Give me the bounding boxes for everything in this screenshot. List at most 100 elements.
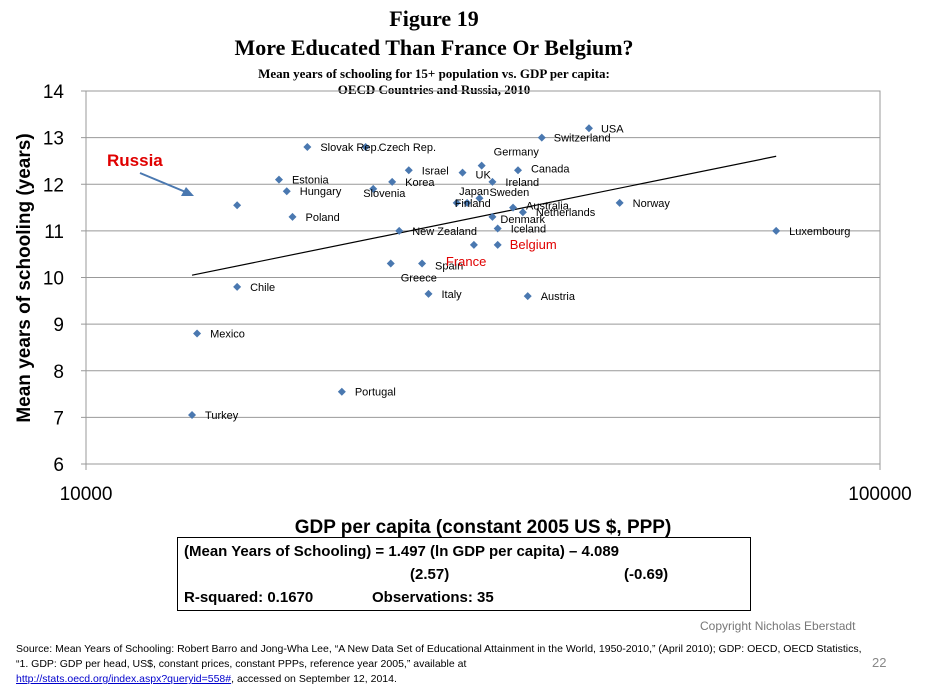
regression-se-intercept: (-0.69) bbox=[624, 566, 669, 583]
point-label: Ireland bbox=[505, 177, 539, 189]
figure-subtitle-line-1: Mean years of schooling for 15+ populati… bbox=[258, 66, 610, 81]
copyright: Copyright Nicholas Eberstadt bbox=[700, 619, 856, 633]
regression-box: (Mean Years of Schooling) = 1.497 (ln GD… bbox=[177, 537, 751, 611]
scatter-chart: 6 7 8 9 10 11 12 13 14 10000 100000 USASwitzerland… bbox=[14, 82, 912, 538]
x-tick-label: 100000 bbox=[848, 484, 911, 505]
data-point-norway bbox=[615, 198, 624, 207]
data-point-slovak-rep- bbox=[303, 142, 312, 151]
point-label: UK bbox=[476, 170, 492, 182]
data-point-luxembourg bbox=[772, 226, 781, 235]
belgium-annotation: Belgium bbox=[510, 237, 557, 252]
grid-lines bbox=[86, 90, 880, 465]
source-tail: , accessed on September 12, 2014. bbox=[231, 673, 397, 685]
point-label: Denmark bbox=[500, 214, 545, 226]
point-label: Poland bbox=[305, 212, 339, 224]
y-tick-label: 13 bbox=[43, 129, 64, 150]
data-point-new-zealand bbox=[395, 226, 404, 235]
source-text: Source: Mean Years of Schooling: Robert … bbox=[16, 643, 862, 670]
point-label: Finland bbox=[455, 198, 491, 210]
y-tick-label: 6 bbox=[53, 455, 64, 476]
data-point-finland bbox=[452, 198, 461, 207]
data-point-switzerland bbox=[537, 133, 546, 142]
data-point-belgium bbox=[493, 240, 502, 249]
trend-line bbox=[191, 155, 777, 276]
data-point-australia bbox=[509, 203, 518, 212]
data-point-austria bbox=[523, 292, 532, 301]
russia-arrow-head bbox=[181, 187, 194, 196]
data-point-netherlands bbox=[518, 208, 527, 217]
data-point-canada bbox=[513, 166, 522, 175]
data-point-sweden bbox=[475, 194, 484, 203]
figure-subtitle: Mean years of schooling for 15+ populati… bbox=[0, 66, 868, 98]
data-point-chile bbox=[233, 282, 242, 291]
point-label: Israel bbox=[422, 165, 449, 177]
data-point-hungary bbox=[282, 187, 291, 196]
data-point-russia bbox=[233, 201, 242, 210]
point-label: Greece bbox=[401, 273, 437, 285]
y-tick-label: 7 bbox=[53, 408, 64, 429]
data-point-portugal bbox=[337, 387, 346, 396]
point-label: Portugal bbox=[355, 387, 396, 399]
data-point-italy bbox=[424, 289, 433, 298]
x-axis-label: GDP per capita (constant 2005 US $, PPP) bbox=[295, 517, 672, 538]
point-label: Germany bbox=[494, 147, 540, 159]
point-label: Italy bbox=[442, 289, 463, 301]
regression-se-slope: (2.57) bbox=[410, 566, 450, 583]
source-note: Source: Mean Years of Schooling: Robert … bbox=[16, 642, 866, 687]
data-point-mexico bbox=[193, 329, 202, 338]
observations: Observations: 35 bbox=[372, 589, 494, 606]
russia-annotation: Russia bbox=[107, 151, 163, 170]
data-point-uk bbox=[458, 168, 467, 177]
point-label: Estonia bbox=[292, 175, 330, 187]
point-label: Korea bbox=[405, 177, 435, 189]
point-label: Mexico bbox=[210, 328, 245, 340]
point-label: New Zealand bbox=[412, 226, 477, 238]
point-label: Slovenia bbox=[363, 188, 406, 200]
data-point-czech-rep- bbox=[361, 142, 370, 151]
x-tick-label: 10000 bbox=[60, 484, 113, 505]
axis-ticks: 6 7 8 9 10 11 12 13 14 10000 100000 bbox=[43, 82, 912, 505]
y-tick-label: 12 bbox=[43, 175, 64, 196]
point-label: Slovak Rep. bbox=[320, 142, 379, 154]
data-points bbox=[188, 124, 781, 420]
figure-subtitle-line-2: OECD Countries and Russia, 2010 bbox=[337, 82, 531, 97]
point-label: Japan bbox=[459, 186, 489, 198]
point-label: USA bbox=[601, 123, 624, 135]
y-axis-label: Mean years of schooling (years) bbox=[14, 133, 35, 422]
data-point-korea bbox=[388, 177, 397, 186]
y-tick-label: 9 bbox=[53, 315, 64, 336]
point-label: Hungary bbox=[300, 186, 342, 198]
page-number: 22 bbox=[872, 655, 887, 670]
data-point-japan bbox=[463, 198, 472, 207]
r-squared: R-squared: 0.1670 bbox=[184, 589, 314, 606]
data-point-denmark bbox=[488, 212, 497, 221]
point-label: Turkey bbox=[205, 410, 239, 422]
point-label: Iceland bbox=[511, 224, 546, 236]
data-point-germany bbox=[477, 161, 486, 170]
source-link[interactable]: http://stats.oecd.org/index.aspx?queryid… bbox=[16, 673, 232, 685]
point-label: Sweden bbox=[489, 187, 529, 199]
y-tick-label: 14 bbox=[43, 82, 65, 103]
point-label: Luxembourg bbox=[789, 226, 850, 238]
figure-title: More Educated Than France Or Belgium? bbox=[234, 35, 634, 60]
point-label: Switzerland bbox=[554, 133, 611, 145]
data-point-france bbox=[469, 240, 478, 249]
data-point-ireland bbox=[488, 177, 497, 186]
point-label: Austria bbox=[541, 291, 576, 303]
data-point-israel bbox=[404, 166, 413, 175]
data-point-iceland bbox=[493, 224, 502, 233]
y-tick-label: 8 bbox=[53, 362, 64, 383]
data-point-slovenia bbox=[369, 184, 378, 193]
data-point-spain bbox=[418, 259, 427, 268]
point-label: Norway bbox=[633, 198, 671, 210]
data-point-poland bbox=[288, 212, 297, 221]
regression-equation: (Mean Years of Schooling) = 1.497 (ln GD… bbox=[184, 543, 620, 560]
data-point-turkey bbox=[188, 411, 197, 420]
point-label: Netherlands bbox=[536, 207, 596, 219]
point-label: Czech Rep. bbox=[379, 142, 436, 154]
y-tick-label: 10 bbox=[43, 269, 64, 290]
point-label: Spain bbox=[435, 261, 463, 273]
russia-arrow-line bbox=[139, 172, 189, 194]
data-point-usa bbox=[584, 124, 593, 133]
